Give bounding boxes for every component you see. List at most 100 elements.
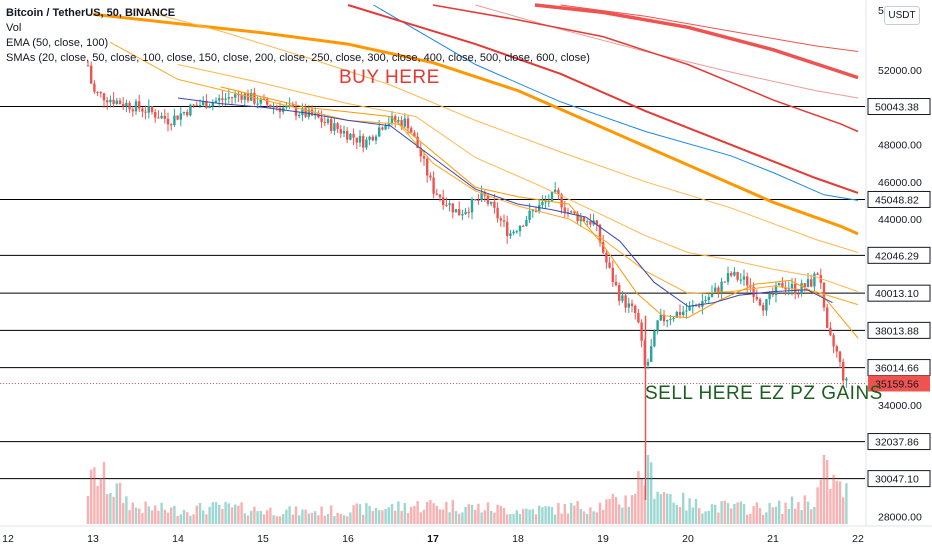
candle-body[interactable] xyxy=(112,99,115,104)
candle-body[interactable] xyxy=(355,137,358,143)
candle-body[interactable] xyxy=(358,135,362,143)
candle-body[interactable] xyxy=(413,132,416,137)
candle-body[interactable] xyxy=(579,217,582,222)
candle-body[interactable] xyxy=(717,287,720,293)
candle-body[interactable] xyxy=(614,281,618,286)
candle-body[interactable] xyxy=(211,102,214,107)
candle-body[interactable] xyxy=(531,210,534,212)
candle-body[interactable] xyxy=(224,98,227,100)
candle-body[interactable] xyxy=(518,225,522,232)
candle-body[interactable] xyxy=(742,276,746,280)
candle-body[interactable] xyxy=(125,102,128,107)
candle-body[interactable] xyxy=(429,175,432,178)
candle-body[interactable] xyxy=(342,130,346,134)
candle-body[interactable] xyxy=(432,177,435,194)
level-price-box[interactable] xyxy=(867,470,931,488)
last-price-box[interactable] xyxy=(868,375,930,392)
candle-body[interactable] xyxy=(326,119,330,123)
candle-body[interactable] xyxy=(221,98,224,100)
candle-body[interactable] xyxy=(704,299,707,302)
candle-body[interactable] xyxy=(630,303,634,306)
candle-body[interactable] xyxy=(192,104,195,106)
candle-body[interactable] xyxy=(499,218,502,221)
candle-body[interactable] xyxy=(374,136,378,141)
candle-body[interactable] xyxy=(234,94,237,98)
candle-body[interactable] xyxy=(771,293,774,296)
candle-body[interactable] xyxy=(128,102,131,110)
sma-line-4[interactable] xyxy=(432,4,859,133)
candle-body[interactable] xyxy=(230,97,234,99)
candle-body[interactable] xyxy=(835,346,838,352)
candle-body[interactable] xyxy=(461,214,464,216)
candle-body[interactable] xyxy=(566,211,570,213)
candle-body[interactable] xyxy=(205,101,208,109)
candle-body[interactable] xyxy=(739,279,742,281)
candle-body[interactable] xyxy=(787,288,790,290)
candle-body[interactable] xyxy=(371,136,374,141)
candle-body[interactable] xyxy=(611,267,614,282)
candle-body[interactable] xyxy=(726,273,730,282)
candle-body[interactable] xyxy=(822,282,826,308)
candle-body[interactable] xyxy=(186,111,189,116)
candle-body[interactable] xyxy=(310,109,314,116)
candle-body[interactable] xyxy=(710,292,714,297)
candle-body[interactable] xyxy=(829,327,832,336)
candle-body[interactable] xyxy=(477,199,480,201)
candle-body[interactable] xyxy=(474,199,477,201)
candle-body[interactable] xyxy=(266,99,269,105)
candle-body[interactable] xyxy=(803,283,806,287)
candle-body[interactable] xyxy=(144,111,147,113)
candle-body[interactable] xyxy=(269,104,272,108)
candle-body[interactable] xyxy=(550,191,554,202)
candle-body[interactable] xyxy=(688,306,691,311)
candle-body[interactable] xyxy=(598,224,602,243)
candle-body[interactable] xyxy=(509,233,512,237)
candle-body[interactable] xyxy=(115,100,118,104)
candle-body[interactable] xyxy=(480,192,483,201)
sma-line-1[interactable] xyxy=(373,4,859,201)
candle-body[interactable] xyxy=(752,286,755,297)
candle-body[interactable] xyxy=(259,98,262,104)
candle-body[interactable] xyxy=(189,104,192,116)
legend-symbol[interactable]: Bitcoin / TetherUS, 50, BINANCE xyxy=(6,7,176,19)
candle-body[interactable] xyxy=(106,100,109,103)
candle-body[interactable] xyxy=(141,108,144,112)
candle-body[interactable] xyxy=(301,108,304,116)
candle-body[interactable] xyxy=(320,117,323,123)
candle-body[interactable] xyxy=(470,199,474,213)
candle-body[interactable] xyxy=(662,314,666,322)
candle-body[interactable] xyxy=(842,361,845,381)
candle-body[interactable] xyxy=(496,207,499,219)
candle-body[interactable] xyxy=(390,116,394,123)
candle-body[interactable] xyxy=(512,231,515,234)
candle-body[interactable] xyxy=(381,127,384,130)
candle-body[interactable] xyxy=(208,106,211,109)
candle-body[interactable] xyxy=(90,65,93,84)
candle-body[interactable] xyxy=(166,118,170,125)
candle-body[interactable] xyxy=(576,213,579,222)
candle-body[interactable] xyxy=(99,92,102,94)
candle-body[interactable] xyxy=(586,221,589,223)
candle-body[interactable] xyxy=(826,307,829,328)
candle-body[interactable] xyxy=(637,312,640,323)
candle-body[interactable] xyxy=(198,104,202,106)
candle-body[interactable] xyxy=(714,287,717,293)
candle-body[interactable] xyxy=(733,271,736,276)
candle-body[interactable] xyxy=(736,271,739,280)
candle-body[interactable] xyxy=(150,106,154,113)
level-price-box[interactable] xyxy=(867,246,931,264)
candle-body[interactable] xyxy=(426,158,429,176)
sma-line-9[interactable] xyxy=(177,64,859,293)
candle-body[interactable] xyxy=(618,285,621,301)
candle-body[interactable] xyxy=(330,119,333,131)
candle-body[interactable] xyxy=(237,94,240,96)
candle-body[interactable] xyxy=(698,305,701,307)
candle-body[interactable] xyxy=(816,273,819,275)
candle-body[interactable] xyxy=(723,281,726,283)
candle-body[interactable] xyxy=(394,116,397,122)
candle-body[interactable] xyxy=(506,221,509,237)
candle-body[interactable] xyxy=(179,113,182,120)
candle-body[interactable] xyxy=(467,211,470,213)
candle-body[interactable] xyxy=(86,65,90,67)
